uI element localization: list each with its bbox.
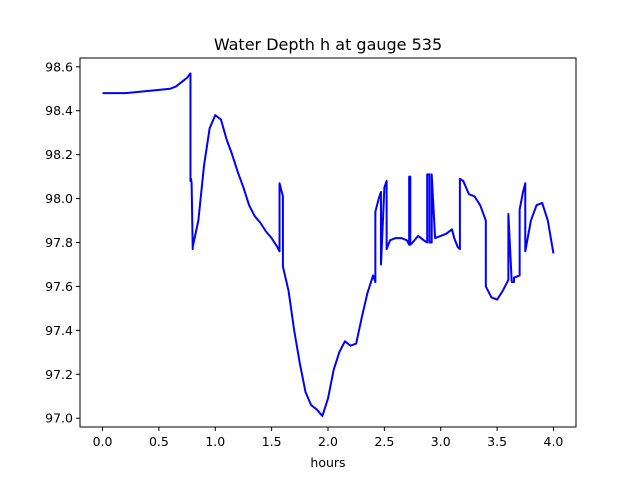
y-axis: 97.0 97.2 97.4 97.6 97.8 98.0 98.2 98.4 98.6 [45, 59, 80, 426]
series-line [102, 72, 555, 418]
x-tick-label: 0.5 [149, 434, 169, 449]
x-tick-label: 2.0 [318, 434, 338, 449]
x-axis: 0.0 0.5 1.0 1.5 2.0 2.5 3.0 3.5 4.0 [93, 427, 564, 449]
y-tick-label: 98.6 [45, 59, 73, 74]
x-tick-label: 1.0 [205, 434, 225, 449]
y-tick-label: 98.4 [45, 103, 73, 118]
x-tick-label: 3.5 [487, 434, 507, 449]
y-tick-label: 97.0 [45, 411, 73, 426]
y-tick-label: 97.2 [45, 367, 73, 382]
x-tick-label: 2.5 [374, 434, 394, 449]
y-tick-label: 98.0 [45, 191, 73, 206]
plot-area [102, 72, 555, 418]
y-tick-label: 97.6 [45, 279, 73, 294]
x-tick-label: 0.0 [93, 434, 113, 449]
x-axis-label: hours [310, 455, 345, 470]
x-tick-label: 4.0 [544, 434, 564, 449]
y-tick-label: 98.2 [45, 147, 73, 162]
y-tick-label: 97.4 [45, 323, 73, 338]
y-tick-label: 97.8 [45, 235, 73, 250]
x-tick-label: 3.0 [431, 434, 451, 449]
chart-title: Water Depth h at gauge 535 [214, 35, 442, 54]
x-tick-label: 1.5 [262, 434, 282, 449]
plot-frame [79, 57, 577, 428]
